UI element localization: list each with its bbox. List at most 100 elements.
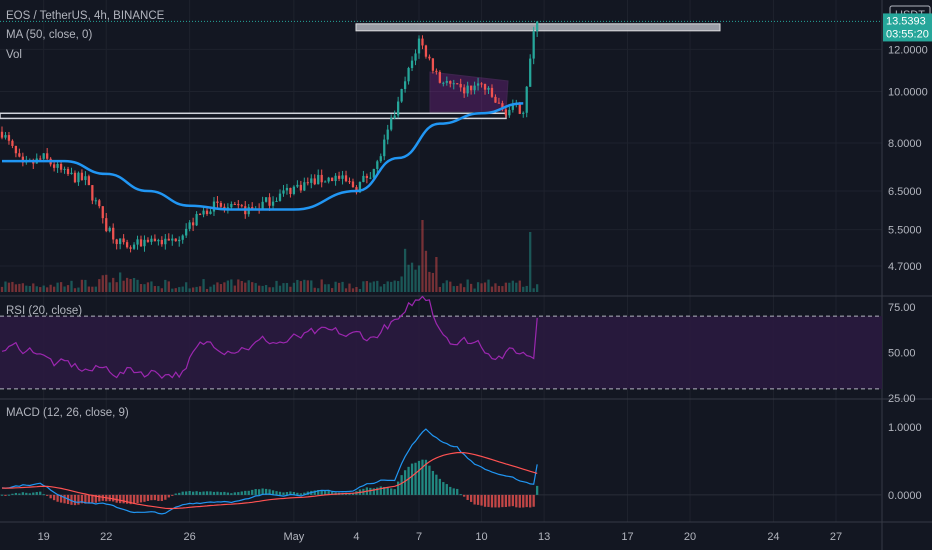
macd-hist-81 bbox=[282, 492, 285, 495]
macd-hist-130 bbox=[452, 488, 455, 495]
vol-bar-147 bbox=[511, 280, 514, 292]
candle-128 bbox=[445, 81, 448, 83]
vol-bar-20 bbox=[70, 280, 73, 292]
candle-85 bbox=[296, 184, 299, 187]
candle-31 bbox=[108, 227, 111, 232]
macd-hist-10 bbox=[35, 492, 38, 495]
candle-1 bbox=[4, 135, 7, 138]
candle-82 bbox=[285, 187, 289, 191]
candle-93 bbox=[324, 181, 327, 183]
legend-symbol[interactable]: EOS / TetherUS, 4h, BINANCE bbox=[6, 10, 165, 22]
y-tick-macd-0: 1.0000 bbox=[888, 422, 922, 434]
candle-68 bbox=[237, 204, 240, 206]
vol-bar-102 bbox=[355, 286, 358, 292]
macd-hist-110 bbox=[383, 487, 386, 495]
vol-bar-70 bbox=[244, 282, 247, 292]
vol-bar-51 bbox=[178, 287, 181, 292]
vol-bar-46 bbox=[160, 288, 163, 292]
vol-bar-128 bbox=[445, 280, 448, 292]
macd-hist-150 bbox=[522, 494, 525, 508]
macd-hist-13 bbox=[46, 494, 49, 496]
vol-bar-32 bbox=[112, 277, 115, 292]
macd-hist-91 bbox=[317, 489, 320, 495]
x-tick-11: 27 bbox=[830, 531, 842, 543]
macd-hist-43 bbox=[150, 494, 153, 501]
candle-43 bbox=[150, 238, 153, 242]
macd-hist-140 bbox=[487, 494, 490, 507]
macd-hist-28 bbox=[98, 494, 101, 502]
vol-bar-14 bbox=[49, 284, 52, 292]
macd-hist-95 bbox=[330, 491, 334, 495]
candle-44 bbox=[153, 238, 157, 242]
candle-104 bbox=[362, 175, 365, 183]
vol-bar-77 bbox=[268, 287, 271, 292]
legend-ma[interactable]: MA (50, close, 0) bbox=[6, 29, 93, 41]
vol-bar-8 bbox=[28, 286, 31, 292]
vol-bar-122 bbox=[424, 250, 428, 292]
macd-hist-44 bbox=[153, 494, 157, 501]
candle-58 bbox=[202, 210, 205, 215]
macd-hist-3 bbox=[11, 493, 14, 495]
candle-100 bbox=[348, 181, 351, 183]
vol-bar-5 bbox=[18, 283, 21, 292]
vol-bar-141 bbox=[490, 286, 494, 292]
vol-bar-47 bbox=[164, 279, 167, 292]
candle-129 bbox=[449, 81, 452, 84]
macd-hist-115 bbox=[400, 475, 403, 495]
vol-bar-28 bbox=[98, 279, 101, 292]
vol-bar-129 bbox=[449, 281, 452, 292]
vol-bar-150 bbox=[522, 286, 525, 292]
vol-bar-125 bbox=[435, 256, 438, 292]
macd-hist-144 bbox=[501, 494, 504, 508]
vol-bar-131 bbox=[456, 285, 459, 292]
candle-111 bbox=[386, 129, 389, 140]
macd-hist-132 bbox=[459, 494, 462, 496]
candle-90 bbox=[313, 178, 316, 185]
candle-2 bbox=[7, 135, 11, 141]
candle-130 bbox=[452, 83, 455, 85]
y-tick-rsi-1: 50.00 bbox=[888, 348, 916, 360]
vol-bar-94 bbox=[327, 284, 330, 292]
vol-bar-59 bbox=[205, 288, 209, 292]
vol-bar-109 bbox=[379, 286, 382, 292]
vol-bar-93 bbox=[324, 284, 327, 292]
vol-bar-48 bbox=[167, 281, 170, 292]
vol-bar-132 bbox=[459, 283, 462, 292]
volume-bars bbox=[0, 220, 539, 292]
candle-27 bbox=[94, 200, 97, 202]
legend-vol[interactable]: Vol bbox=[6, 49, 22, 61]
macd-hist-67 bbox=[233, 492, 236, 495]
candle-146 bbox=[508, 109, 511, 116]
candle-145 bbox=[504, 109, 508, 116]
macd-hist-134 bbox=[466, 494, 469, 500]
vol-bar-80 bbox=[278, 285, 282, 292]
candle-135 bbox=[469, 85, 473, 91]
candle-132 bbox=[459, 83, 462, 88]
candle-62 bbox=[216, 201, 219, 203]
candle-133 bbox=[463, 87, 466, 94]
legend-rsi[interactable]: RSI (20, close) bbox=[6, 305, 83, 317]
candle-92 bbox=[320, 174, 323, 183]
macd-hist-11 bbox=[39, 491, 42, 495]
y-tick-price-5: 4.7000 bbox=[888, 261, 922, 273]
candle-97 bbox=[337, 175, 341, 179]
macd-hist-122 bbox=[424, 459, 428, 495]
vol-bar-148 bbox=[515, 282, 518, 292]
vol-bar-139 bbox=[483, 282, 487, 292]
macd-hist-139 bbox=[483, 494, 487, 507]
candle-84 bbox=[292, 186, 296, 194]
macd-hist-37 bbox=[129, 494, 132, 505]
macd-hist-116 bbox=[403, 470, 407, 495]
macd-hist-4 bbox=[14, 492, 18, 495]
legend-macd[interactable]: MACD (12, 26, close, 9) bbox=[6, 407, 129, 419]
candle-80 bbox=[278, 193, 282, 201]
candle-41 bbox=[143, 239, 146, 247]
candle-136 bbox=[473, 85, 476, 91]
macd-hist-9 bbox=[32, 492, 35, 495]
vol-bar-130 bbox=[452, 286, 455, 292]
vol-bar-140 bbox=[487, 279, 490, 292]
candle-83 bbox=[289, 187, 292, 194]
vol-bar-103 bbox=[358, 288, 362, 292]
vol-bar-106 bbox=[369, 282, 372, 292]
